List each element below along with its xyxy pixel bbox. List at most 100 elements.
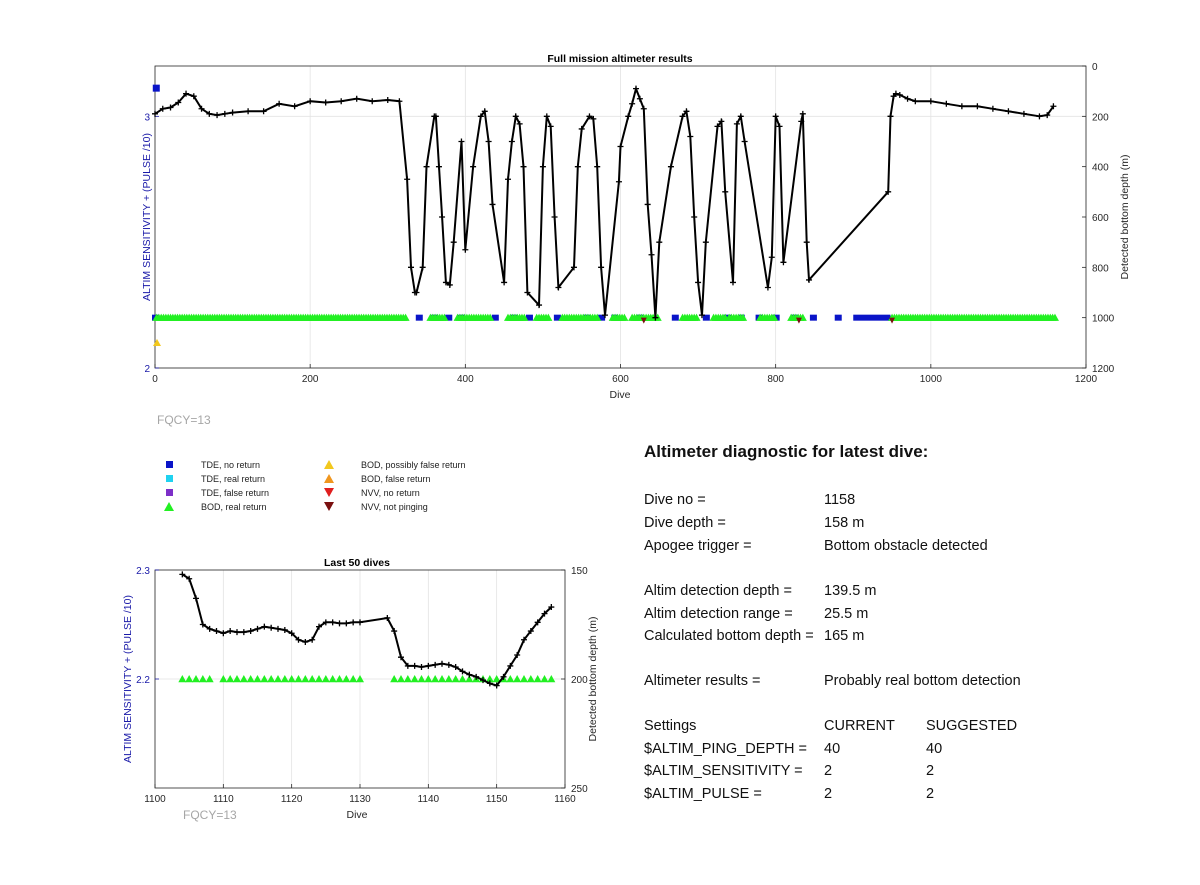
bottom-depth-point	[459, 668, 466, 675]
bottom-depth-point	[798, 118, 805, 125]
bod-real-return-marker	[458, 675, 467, 683]
bottom-depth-point	[570, 264, 577, 271]
tde-no-return-marker	[491, 314, 499, 321]
y-right-tick-label: 200	[571, 675, 588, 686]
bottom-depth-point	[1005, 108, 1012, 115]
bottom-depth-point	[489, 201, 496, 208]
bod-real-return-marker	[226, 675, 235, 683]
x-tick-label: 400	[457, 374, 474, 385]
bottom-depth-point	[435, 163, 442, 170]
bottom-depth-point	[912, 98, 919, 105]
bottom-depth-point	[514, 652, 521, 659]
bottom-depth-point	[307, 98, 314, 105]
bottom-depth-point	[425, 662, 432, 669]
sensitivity-label: $ALTIM_SENSITIVITY =	[644, 763, 803, 779]
bottom-depth-point	[353, 95, 360, 102]
dive-depth-label: Dive depth =	[644, 515, 726, 531]
apogee-trigger-label: Apogee trigger =	[644, 538, 752, 554]
bottom-depth-point	[404, 662, 411, 669]
bottom-depth-point	[295, 636, 302, 643]
y-right-tick-label: 1200	[1092, 364, 1115, 375]
apogee-trigger-value: Bottom obstacle detected	[824, 538, 988, 554]
bottom-depth-point	[772, 113, 779, 120]
dive-depth-value: 158 m	[824, 515, 865, 531]
x-tick-label: 1140	[418, 794, 440, 805]
bottom-depth-point	[221, 110, 228, 117]
bottom-depth-point	[501, 279, 508, 286]
bod-real-return-marker	[397, 675, 405, 683]
pulse-suggested: 2	[926, 786, 935, 802]
legend-tde-real-return-swatch	[166, 475, 173, 482]
bottom-depth-point	[268, 624, 275, 631]
tde-no-return-marker	[834, 314, 842, 321]
bottom-depth-point	[336, 620, 343, 627]
bottom-depth-point	[586, 113, 593, 120]
bod-real-return-marker	[342, 675, 351, 683]
bottom-depth-point	[512, 113, 519, 120]
bottom-depth-point	[418, 664, 425, 671]
bod-real-return-marker	[526, 675, 535, 683]
bod-real-return-marker	[401, 313, 410, 321]
bottom-depth-point	[803, 239, 810, 246]
bottom-depth-point	[245, 108, 252, 115]
bottom-depth-point	[656, 239, 663, 246]
legend-tde-no-return: TDE, no return	[201, 460, 261, 470]
bod-real-return-marker	[533, 675, 542, 683]
bottom-depth-point	[722, 188, 729, 195]
tde-no-return-marker	[702, 314, 710, 321]
bod-real-return-marker	[239, 675, 248, 683]
bottom-depth-point	[885, 188, 892, 195]
y-left-tick-label: 2.3	[136, 566, 150, 577]
bottom-depth-point	[432, 113, 439, 120]
bottom-depth-point	[260, 108, 267, 115]
bottom-depth-point	[493, 682, 500, 689]
bottom-depth-point	[247, 628, 254, 635]
top-chart-xlabel: Dive	[609, 389, 630, 401]
tde-no-return-marker	[445, 314, 453, 321]
x-tick-label: 1150	[486, 794, 508, 805]
bottom-depth-point	[234, 629, 240, 636]
legend-tde-false-return-swatch	[166, 489, 173, 496]
bottom-depth-point	[892, 90, 899, 97]
bod-real-return-marker	[486, 313, 495, 321]
bottom-chart-status-markers	[178, 675, 556, 683]
bottom-depth-point	[729, 279, 736, 286]
bottom-depth-point	[338, 98, 345, 105]
bottom-depth-point	[357, 619, 363, 626]
bottom-depth-point	[309, 636, 316, 643]
bottom-depth-point	[432, 661, 439, 668]
legend-tde-real-return: TDE, real return	[201, 474, 266, 484]
sensitivity-suggested: 2	[926, 763, 935, 779]
bottom-depth-point	[524, 289, 531, 296]
bottom-depth-point	[302, 638, 309, 645]
bod-real-return-marker	[492, 675, 501, 683]
bottom-depth-point	[329, 619, 336, 626]
bod-real-return-marker	[431, 675, 440, 683]
bottom-depth-point	[473, 673, 480, 680]
bod-real-return-marker	[287, 675, 296, 683]
bottom-depth-point	[411, 662, 418, 669]
bottom-depth-point	[481, 108, 488, 115]
bottom-depth-point	[799, 110, 806, 117]
bottom-depth-point	[152, 110, 158, 117]
bottom-depth-point	[1036, 113, 1043, 120]
bottom-depth-point	[687, 133, 694, 140]
altimeter-results-value: Probably real bottom detection	[824, 673, 1021, 689]
bod-real-return-marker	[547, 675, 556, 683]
sensitivity-current: 2	[824, 763, 833, 779]
bottom-depth-point	[439, 214, 446, 220]
bottom-depth-point	[958, 103, 965, 110]
y-left-tick-label: 2.2	[136, 675, 150, 686]
bod-real-return-marker	[451, 675, 460, 683]
bod-real-return-marker	[260, 675, 269, 683]
altim-detection-range-label: Altim detection range =	[644, 606, 793, 622]
fqcy-top-label: FQCY=13	[157, 413, 211, 427]
bottom-depth-point	[322, 99, 329, 106]
bottom-depth-point	[198, 105, 205, 112]
bottom-depth-point	[780, 259, 787, 266]
bottom-depth-point	[539, 163, 546, 170]
fqcy-bottom-label: FQCY=13	[183, 808, 237, 822]
bottom-depth-point	[541, 610, 548, 617]
ping-depth-suggested: 40	[926, 741, 943, 757]
bod-real-return-marker	[253, 675, 262, 683]
